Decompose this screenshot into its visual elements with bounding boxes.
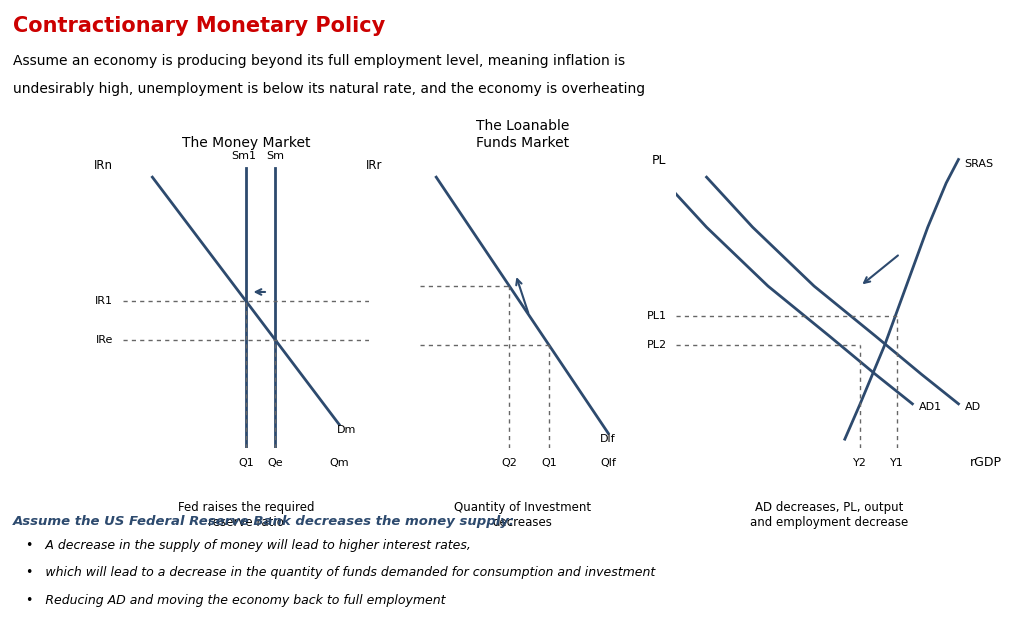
Text: PL1: PL1 [646,310,667,321]
Text: Dlf: Dlf [600,434,615,444]
Text: Quantity of Investment
decreases: Quantity of Investment decreases [454,501,591,529]
Text: •   A decrease in the supply of money will lead to higher interest rates,: • A decrease in the supply of money will… [26,539,470,552]
Text: Assume an economy is producing beyond its full employment level, meaning inflati: Assume an economy is producing beyond it… [13,54,626,68]
Text: Q1: Q1 [541,458,557,468]
Text: Y1: Y1 [890,458,904,468]
Text: Dm: Dm [337,425,356,435]
Text: Sm: Sm [266,152,285,161]
Text: Qm: Qm [330,458,349,468]
Text: IR1: IR1 [95,296,113,306]
Text: Q1: Q1 [238,458,254,468]
Text: AD: AD [965,402,981,412]
Text: Qlf: Qlf [600,458,616,468]
Text: IRe: IRe [95,335,113,345]
Text: •   which will lead to a decrease in the quantity of funds demanded for consumpt: • which will lead to a decrease in the q… [26,566,655,579]
Text: Q2: Q2 [502,458,517,468]
Text: SRAS: SRAS [965,159,993,170]
Text: PL: PL [652,154,667,166]
Text: AD1: AD1 [919,402,942,412]
Text: IRr: IRr [367,159,383,173]
Text: •   Reducing AD and moving the economy back to full employment: • Reducing AD and moving the economy bac… [26,594,445,607]
Text: PL2: PL2 [646,340,667,350]
Title: The Loanable
Funds Market: The Loanable Funds Market [475,120,569,150]
Text: rGDP: rGDP [970,456,1002,468]
Text: AD decreases, PL, output
and employment decrease: AD decreases, PL, output and employment … [751,501,908,529]
Text: Fed raises the required
reserve ratio: Fed raises the required reserve ratio [177,501,314,529]
Text: Y2: Y2 [853,458,867,468]
Text: Qe: Qe [267,458,283,468]
Title: The Money Market: The Money Market [181,136,310,150]
Text: undesirably high, unemployment is below its natural rate, and the economy is ove: undesirably high, unemployment is below … [13,82,645,96]
Text: IRn: IRn [94,159,113,173]
Text: Contractionary Monetary Policy: Contractionary Monetary Policy [13,16,386,36]
Text: Sm1: Sm1 [230,152,256,161]
Text: Assume the US Federal Reserve Bank decreases the money supply:: Assume the US Federal Reserve Bank decre… [13,515,515,528]
